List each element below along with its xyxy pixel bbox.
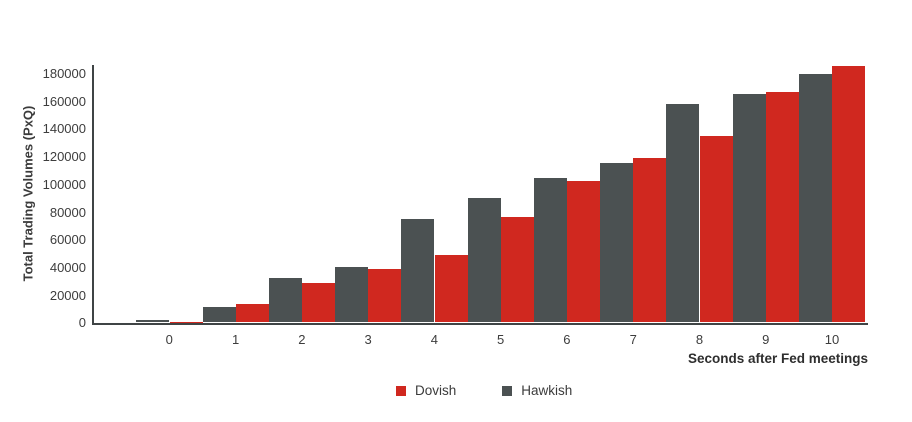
bar-hawkish-x3: [335, 267, 369, 323]
x-tick-label: 0: [165, 332, 173, 347]
legend-swatch-dovish-icon: [396, 386, 406, 396]
bar-dovish-x9: [766, 91, 800, 323]
bar-hawkish-x6: [533, 177, 567, 323]
y-tick-label: 80000: [49, 204, 86, 220]
x-tick-label: 2: [298, 332, 306, 347]
bar-dovish-x2: [302, 283, 336, 323]
y-tick-label: 60000: [49, 232, 86, 248]
bar-hawkish-x4: [401, 218, 435, 323]
y-tick-label: 120000: [42, 149, 86, 165]
x-tick-label: 6: [563, 332, 571, 347]
legend: Dovish Hawkish: [396, 384, 572, 398]
x-tick-label: 9: [762, 332, 770, 347]
y-axis-line: [92, 65, 94, 324]
bar-hawkish-x5: [467, 197, 501, 323]
bar-dovish-x7: [633, 158, 667, 323]
bar-dovish-x0: [169, 321, 203, 323]
x-axis-line: [92, 322, 868, 325]
legend-item-hawkish: Hawkish: [502, 384, 572, 398]
legend-label-hawkish: Hawkish: [521, 383, 573, 398]
y-tick-label: 0: [78, 315, 86, 331]
x-tick-label: 4: [430, 332, 438, 347]
x-tick-label: 5: [497, 332, 505, 347]
x-tick-label: 7: [629, 332, 637, 347]
bar-dovish-x5: [500, 217, 534, 323]
bar-dovish-x10: [832, 65, 866, 323]
legend-label-dovish: Dovish: [415, 383, 457, 398]
legend-swatch-hawkish-icon: [502, 386, 513, 396]
bar-hawkish-x7: [600, 163, 634, 323]
bar-hawkish-x9: [732, 94, 766, 323]
bar-hawkish-x1: [202, 307, 236, 323]
bar-hawkish-x2: [268, 278, 302, 323]
x-tick-label: 3: [364, 332, 372, 347]
bar-hawkish-x10: [799, 73, 832, 323]
bar-dovish-x4: [434, 255, 468, 323]
x-tick-label: 1: [231, 332, 240, 347]
y-tick-label: 140000: [42, 121, 86, 137]
y-tick-label: 180000: [42, 66, 86, 82]
x-tick-label: 8: [695, 332, 704, 347]
bar-hawkish-x0: [136, 320, 170, 323]
y-tick-label: 160000: [42, 93, 86, 109]
x-axis-title: Seconds after Fed meetings: [687, 351, 868, 366]
x-tick-label: 10: [824, 332, 840, 347]
y-tick-label: 20000: [49, 287, 86, 303]
bar-dovish-x6: [567, 180, 601, 323]
y-tick-label: 100000: [42, 176, 86, 192]
bar-hawkish-x8: [666, 103, 700, 323]
bar-dovish-x1: [235, 303, 269, 323]
bar-dovish-x3: [368, 268, 402, 323]
y-tick-label: 40000: [49, 259, 86, 275]
bar-dovish-x8: [699, 136, 733, 323]
legend-item-dovish: Dovish: [396, 384, 456, 398]
